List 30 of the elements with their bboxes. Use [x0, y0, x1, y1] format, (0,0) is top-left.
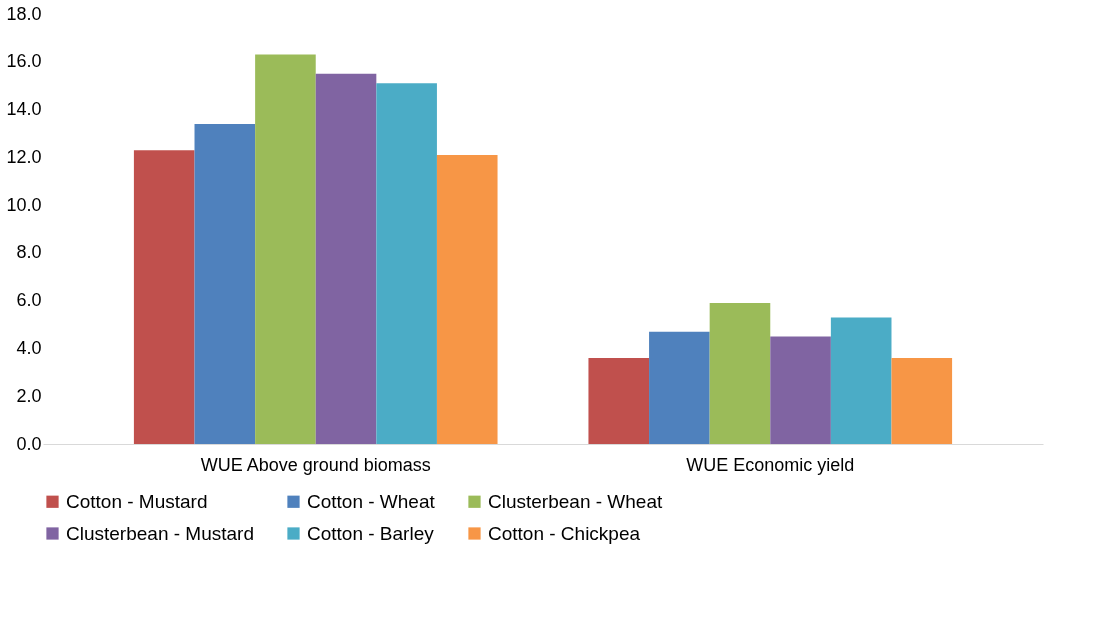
bar: [436, 154, 498, 444]
y-tick-label: 14.0: [6, 99, 42, 120]
legend-label: Cotton - Mustard: [66, 490, 208, 512]
legend-label: Clusterbean - Wheat: [488, 490, 663, 512]
bar: [376, 83, 437, 444]
y-tick-label: 0.0: [16, 433, 42, 454]
bar: [830, 317, 892, 444]
bar: [315, 73, 377, 444]
y-tick-label: 18.0: [6, 3, 42, 24]
y-tick-label: 6.0: [16, 290, 42, 311]
y-tick-label: 16.0: [6, 51, 42, 72]
x-tick-label: WUE Above ground biomass: [200, 454, 431, 475]
y-tick-label: 12.0: [6, 146, 42, 167]
y-tick-label: 2.0: [16, 385, 42, 406]
bar: [255, 54, 316, 444]
bar: [194, 123, 256, 444]
legend-label: Cotton - Barley: [307, 522, 435, 544]
y-tick-label: 4.0: [16, 337, 42, 358]
bar: [133, 150, 195, 444]
bar: [649, 331, 710, 444]
y-tick-label: 8.0: [16, 242, 42, 263]
x-tick-label: WUE Economic yield: [686, 454, 855, 475]
legend-label: Cotton - Wheat: [307, 490, 436, 512]
bar: [588, 358, 650, 444]
bar: [709, 303, 771, 444]
bar: [891, 358, 953, 444]
legend-label: Clusterbean - Mustard: [66, 522, 254, 544]
bar: [770, 336, 831, 444]
legend-label: Cotton - Chickpea: [488, 522, 641, 544]
y-tick-label: 10.0: [6, 194, 42, 215]
